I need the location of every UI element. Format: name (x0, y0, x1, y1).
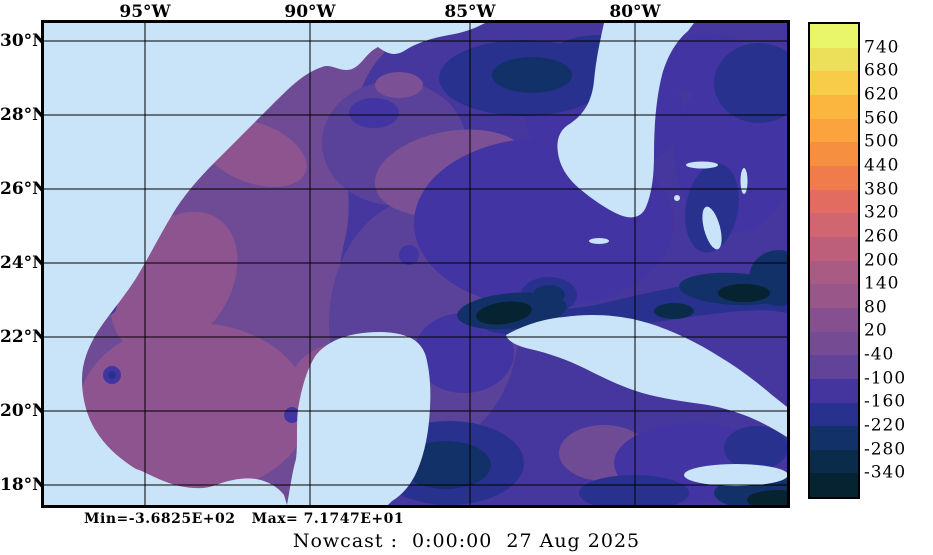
colorbar-segment (810, 260, 858, 285)
colorbar-tick-label: 380 (864, 179, 900, 200)
colorbar-tick-label: -280 (864, 439, 907, 460)
colorbar-tick-label: 620 (864, 84, 900, 105)
colorbar-segment (810, 284, 858, 308)
colorbar-segment (810, 71, 858, 95)
land-bahamas-island (702, 206, 722, 250)
colorbar-tick-label: 500 (864, 131, 900, 152)
land-florida (557, 23, 694, 218)
colorbar-tick-label: 140 (864, 273, 900, 294)
colorbar-tick-label: 440 (864, 155, 900, 176)
lat-tick-label: 30°N (0, 31, 48, 51)
colorbar-tick-label: 260 (864, 226, 900, 247)
colorbar-segment (810, 402, 858, 427)
lat-tick-label: 28°N (0, 105, 48, 125)
colorbar-tick-label: 80 (864, 297, 888, 318)
land-florida-keys (589, 238, 609, 244)
land-jamaica (684, 464, 787, 486)
figure-title: Nowcast : 0:00:00 27 Aug 2025 (292, 530, 641, 552)
colorbar-tick-label: 20 (864, 321, 888, 342)
colorbar-tick-label: 740 (864, 37, 900, 58)
colorbar-tick-label: 320 (864, 202, 900, 223)
colorbar-segment (810, 213, 858, 237)
colorbar-tick-label: -220 (864, 415, 907, 436)
colorbar-tick-label: -40 (864, 344, 895, 365)
gulf-of-mexico-heatmap (44, 23, 787, 505)
colorbar-segment (810, 236, 858, 261)
land-bahamas-island (686, 161, 718, 169)
lon-tick-label: 90°W (284, 2, 336, 22)
colorbar-segment (810, 307, 858, 332)
min-max-stats: Min=-3.6825E+02 Max= 7.1747E+01 (84, 511, 405, 527)
colorbar-tick-label: -160 (864, 391, 907, 412)
colorbar-segment (810, 24, 858, 48)
land-bahamas-island (674, 195, 680, 201)
colorbar-segment (810, 142, 858, 166)
colorbar-segment (810, 355, 858, 379)
colorbar-segment (810, 331, 858, 356)
lat-tick-label: 20°N (0, 401, 48, 421)
land-bahamas-island (740, 168, 748, 194)
colorbar-segment (810, 378, 858, 403)
land-areas (44, 23, 787, 505)
colorbar-segment (810, 449, 858, 474)
colorbar-segment (810, 47, 858, 72)
colorbar-tick-label: 560 (864, 108, 900, 129)
colorbar-tick-label: 200 (864, 250, 900, 271)
grid-lines (44, 23, 787, 505)
lon-tick-label: 80°W (609, 2, 661, 22)
colorbar (808, 22, 860, 499)
colorbar-tick-label: 680 (864, 60, 900, 81)
lon-tick-label: 85°W (444, 2, 496, 22)
lat-tick-label: 22°N (0, 327, 48, 347)
colorbar-segment (810, 473, 858, 498)
colorbar-tick-label: -100 (864, 368, 907, 389)
colorbar-segment (810, 94, 858, 119)
land-yucatan (287, 331, 431, 505)
map-plot-frame (41, 20, 790, 508)
colorbar-segment (810, 118, 858, 143)
colorbar-segment (810, 426, 858, 450)
lat-tick-label: 18°N (0, 475, 48, 495)
colorbar-segment (810, 165, 858, 190)
lon-tick-label: 95°W (119, 2, 171, 22)
land-us-mexico (44, 23, 485, 505)
lat-tick-label: 26°N (0, 179, 48, 199)
land-cuba (506, 315, 787, 437)
colorbar-segment (810, 189, 858, 214)
colorbar-tick-label: -340 (864, 462, 907, 483)
land-isla-juventud (542, 337, 562, 353)
lat-tick-label: 24°N (0, 253, 48, 273)
